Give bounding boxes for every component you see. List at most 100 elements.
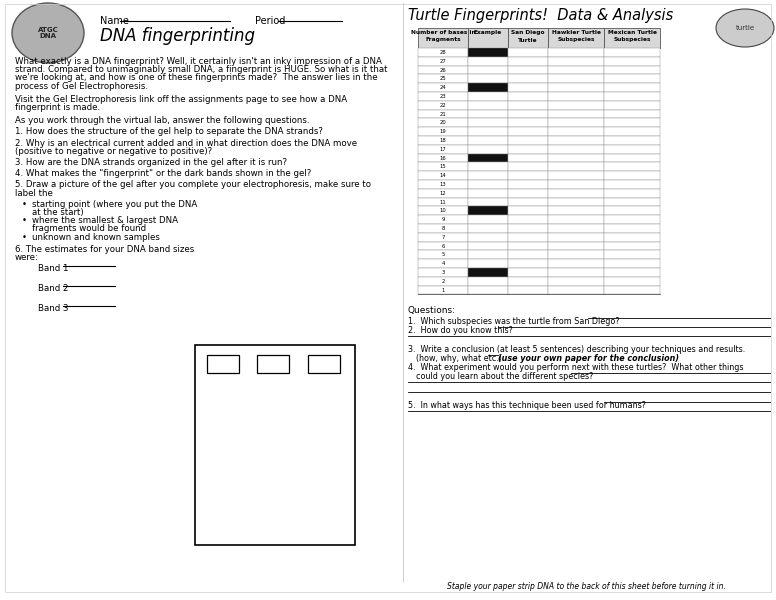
Text: 16: 16 bbox=[440, 155, 446, 160]
Bar bbox=[508, 250, 548, 259]
Bar bbox=[604, 242, 660, 250]
Bar bbox=[468, 74, 508, 83]
Bar bbox=[548, 242, 604, 250]
Bar bbox=[508, 136, 548, 145]
Bar bbox=[548, 189, 604, 197]
Bar bbox=[468, 189, 508, 197]
Bar bbox=[604, 92, 660, 101]
Text: Questions:: Questions: bbox=[408, 307, 456, 316]
Bar bbox=[548, 74, 604, 83]
Bar bbox=[604, 197, 660, 206]
Text: (how, why, what etc.): (how, why, what etc.) bbox=[416, 355, 502, 364]
Text: 14: 14 bbox=[440, 173, 446, 178]
Bar bbox=[548, 206, 604, 215]
Bar bbox=[548, 224, 604, 233]
Bar bbox=[418, 57, 468, 65]
Text: What exactly is a DNA fingerprint? Well, it certainly isn't an inky impression o: What exactly is a DNA fingerprint? Well,… bbox=[15, 57, 382, 66]
Text: 17: 17 bbox=[440, 146, 446, 152]
Ellipse shape bbox=[716, 9, 774, 47]
Text: Name: Name bbox=[100, 16, 129, 26]
Text: (positive to negative or negative to positive)?: (positive to negative or negative to pos… bbox=[15, 147, 212, 156]
Text: 2. Why is an electrical current added and in what direction does the DNA move: 2. Why is an electrical current added an… bbox=[15, 139, 357, 148]
Text: 12: 12 bbox=[440, 191, 446, 196]
Text: Example: Example bbox=[474, 30, 502, 35]
Bar bbox=[548, 197, 604, 206]
Text: 6. The estimates for your DNA band sizes: 6. The estimates for your DNA band sizes bbox=[15, 245, 194, 254]
Bar bbox=[418, 189, 468, 197]
Text: Staple your paper strip DNA to the back of this sheet before turning it in.: Staple your paper strip DNA to the back … bbox=[447, 582, 726, 591]
Bar bbox=[468, 163, 508, 171]
Bar bbox=[418, 136, 468, 145]
Bar bbox=[468, 145, 508, 154]
Text: San Diego: San Diego bbox=[511, 30, 545, 35]
Text: 5: 5 bbox=[442, 252, 445, 257]
Bar bbox=[508, 233, 548, 242]
Text: •: • bbox=[22, 216, 27, 225]
Bar bbox=[418, 101, 468, 110]
Text: 4. What makes the "fingerprint" or the dark bands shown in the gel?: 4. What makes the "fingerprint" or the d… bbox=[15, 169, 311, 178]
Bar bbox=[418, 206, 468, 215]
Text: 4: 4 bbox=[442, 261, 445, 266]
Bar bbox=[418, 286, 468, 295]
Text: 1: 1 bbox=[442, 287, 445, 292]
Bar bbox=[548, 118, 604, 127]
Bar bbox=[604, 206, 660, 215]
Bar bbox=[604, 57, 660, 65]
Text: 6: 6 bbox=[442, 244, 445, 248]
Bar bbox=[468, 286, 508, 295]
Bar bbox=[418, 163, 468, 171]
Text: Turtle Fingerprints!  Data & Analysis: Turtle Fingerprints! Data & Analysis bbox=[408, 8, 674, 23]
Bar bbox=[508, 65, 548, 74]
Bar bbox=[508, 224, 548, 233]
Bar bbox=[207, 355, 239, 373]
Bar bbox=[468, 101, 508, 110]
Bar bbox=[508, 110, 548, 118]
Bar bbox=[418, 74, 468, 83]
Text: DNA fingerprinting: DNA fingerprinting bbox=[100, 27, 255, 45]
Text: we're looking at, and how is one of these fingerprints made?  The answer lies in: we're looking at, and how is one of thes… bbox=[15, 73, 378, 82]
Bar bbox=[548, 154, 604, 163]
Bar bbox=[548, 259, 604, 268]
Bar bbox=[468, 206, 508, 215]
Bar bbox=[418, 197, 468, 206]
Bar bbox=[468, 127, 508, 136]
Text: ATGC
DNA: ATGC DNA bbox=[37, 26, 58, 40]
Bar bbox=[468, 180, 508, 189]
Bar bbox=[508, 92, 548, 101]
Text: Period: Period bbox=[255, 16, 286, 26]
Bar bbox=[548, 127, 604, 136]
Bar bbox=[604, 259, 660, 268]
Text: were:: were: bbox=[15, 253, 39, 262]
Bar bbox=[508, 215, 548, 224]
Bar bbox=[418, 48, 468, 57]
Text: 13: 13 bbox=[440, 182, 446, 187]
Bar bbox=[418, 250, 468, 259]
Bar bbox=[508, 28, 548, 48]
Bar bbox=[604, 277, 660, 286]
Text: Band 2: Band 2 bbox=[38, 284, 68, 293]
Bar bbox=[468, 197, 508, 206]
Bar bbox=[548, 145, 604, 154]
Bar bbox=[508, 118, 548, 127]
Bar bbox=[604, 83, 660, 92]
Text: 9: 9 bbox=[442, 217, 445, 222]
Text: 8: 8 bbox=[442, 226, 445, 231]
Bar bbox=[468, 224, 508, 233]
Bar bbox=[468, 250, 508, 259]
Bar bbox=[604, 154, 660, 163]
Bar bbox=[604, 127, 660, 136]
Bar bbox=[468, 92, 508, 101]
Bar bbox=[468, 136, 508, 145]
Text: turtle: turtle bbox=[736, 25, 754, 31]
Bar bbox=[548, 48, 604, 57]
Text: •: • bbox=[22, 233, 27, 242]
Text: 28: 28 bbox=[440, 50, 446, 55]
Bar bbox=[604, 110, 660, 118]
Bar bbox=[548, 28, 604, 48]
Bar bbox=[508, 101, 548, 110]
Bar bbox=[508, 145, 548, 154]
Bar bbox=[418, 65, 468, 74]
Bar bbox=[508, 127, 548, 136]
Text: 3: 3 bbox=[442, 270, 445, 275]
Bar bbox=[468, 48, 508, 57]
